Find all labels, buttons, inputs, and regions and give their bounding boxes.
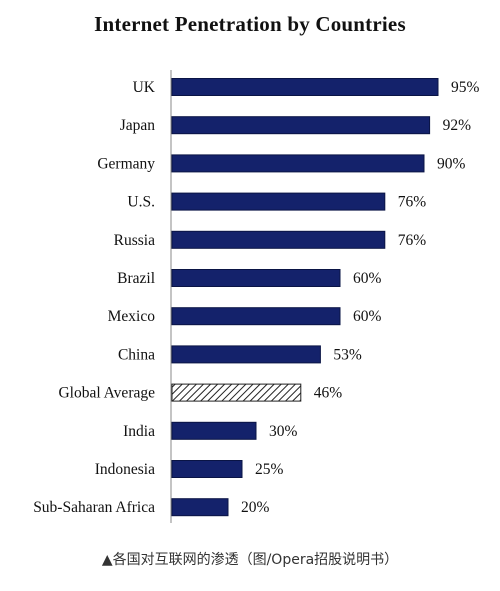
value-label-india: 30% — [269, 423, 298, 440]
value-label-uk: 95% — [451, 79, 480, 96]
category-label-uk: UK — [133, 79, 156, 96]
chart-title: Internet Penetration by Countries — [94, 12, 406, 36]
bar-india — [171, 421, 257, 440]
value-label-indonesia: 25% — [255, 461, 284, 478]
bar-japan — [171, 116, 431, 135]
value-label-brazil: 60% — [353, 270, 382, 287]
value-label-mexico: 60% — [353, 308, 382, 325]
bar-sub-saharan-africa — [171, 498, 229, 517]
category-label-japan: Japan — [120, 117, 156, 134]
value-label-global-average: 46% — [314, 385, 343, 402]
bar-global-average — [171, 383, 302, 402]
category-label-global-average: Global Average — [58, 385, 155, 402]
category-label-china: China — [118, 346, 155, 363]
category-label-germany: Germany — [97, 155, 155, 172]
bar-china — [171, 345, 321, 364]
category-label-u-s: U.S. — [127, 194, 155, 211]
bar-russia — [171, 230, 386, 249]
bar-germany — [171, 154, 425, 173]
category-label-indonesia: Indonesia — [95, 461, 155, 478]
bar-mexico — [171, 307, 341, 326]
category-label-mexico: Mexico — [108, 308, 156, 325]
value-label-china: 53% — [333, 346, 362, 363]
bar-u-s — [171, 192, 386, 211]
value-label-u-s: 76% — [398, 194, 427, 211]
image-caption: ▲各国对互联网的渗透（图/Opera招股说明书） — [101, 552, 399, 568]
category-label-brazil: Brazil — [117, 270, 155, 287]
value-label-russia: 76% — [398, 232, 427, 249]
value-label-sub-saharan-africa: 20% — [241, 499, 270, 516]
bar-brazil — [171, 269, 341, 287]
category-label-russia: Russia — [114, 232, 155, 249]
category-label-india: India — [123, 423, 155, 440]
bar-uk — [171, 78, 439, 96]
value-label-germany: 90% — [437, 155, 466, 172]
value-label-japan: 92% — [443, 117, 472, 134]
bar-indonesia — [171, 460, 243, 478]
category-label-sub-saharan-africa: Sub-Saharan Africa — [33, 499, 155, 516]
bars: UK 95% Japan 92% Germany 90% U.S. 76% Russia 76% B… — [33, 78, 480, 517]
